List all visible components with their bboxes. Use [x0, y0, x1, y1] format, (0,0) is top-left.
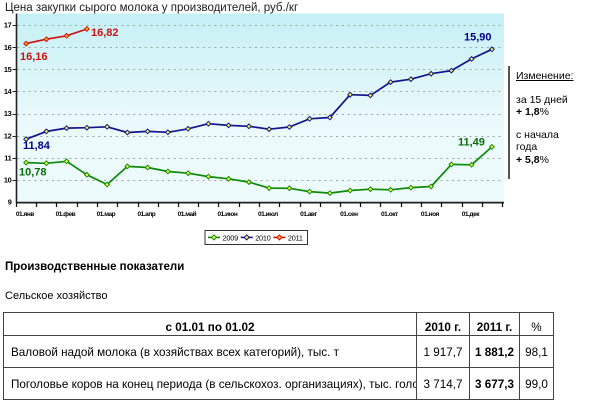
svg-text:9: 9 [8, 198, 12, 207]
svg-text:01.сен: 01.сен [340, 211, 358, 218]
svg-text:16,16: 16,16 [20, 51, 48, 63]
svg-text:16: 16 [4, 43, 12, 52]
svg-text:2010: 2010 [255, 233, 271, 242]
svg-text:01.мар: 01.мар [97, 211, 116, 218]
svg-text:01.янв: 01.янв [16, 211, 35, 218]
svg-text:10,78: 10,78 [19, 167, 47, 179]
svg-text:11,84: 11,84 [23, 140, 51, 152]
svg-text:01.фев: 01.фев [56, 211, 76, 218]
svg-text:11: 11 [4, 154, 11, 163]
svg-text:2009: 2009 [223, 233, 239, 242]
svg-text:12: 12 [4, 131, 12, 140]
svg-text:01.апр: 01.апр [137, 211, 155, 218]
svg-text:17: 17 [4, 21, 12, 30]
svg-text:01.авг: 01.авг [300, 211, 317, 218]
svg-text:15,90: 15,90 [464, 32, 492, 44]
svg-text:14: 14 [4, 87, 13, 96]
svg-text:11,49: 11,49 [458, 137, 485, 149]
svg-text:01.май: 01.май [178, 210, 197, 218]
svg-text:01.июн: 01.июн [217, 211, 237, 218]
svg-text:15: 15 [4, 65, 12, 74]
svg-text:01.окт: 01.окт [381, 211, 398, 218]
svg-text:16,82: 16,82 [91, 27, 119, 39]
svg-text:2011: 2011 [288, 233, 303, 242]
svg-text:13: 13 [4, 109, 12, 118]
svg-text:10: 10 [4, 176, 12, 185]
svg-text:01.дек: 01.дек [462, 211, 481, 218]
svg-text:01.ноя: 01.ноя [421, 211, 440, 218]
svg-text:01.июл: 01.июл [258, 211, 278, 218]
